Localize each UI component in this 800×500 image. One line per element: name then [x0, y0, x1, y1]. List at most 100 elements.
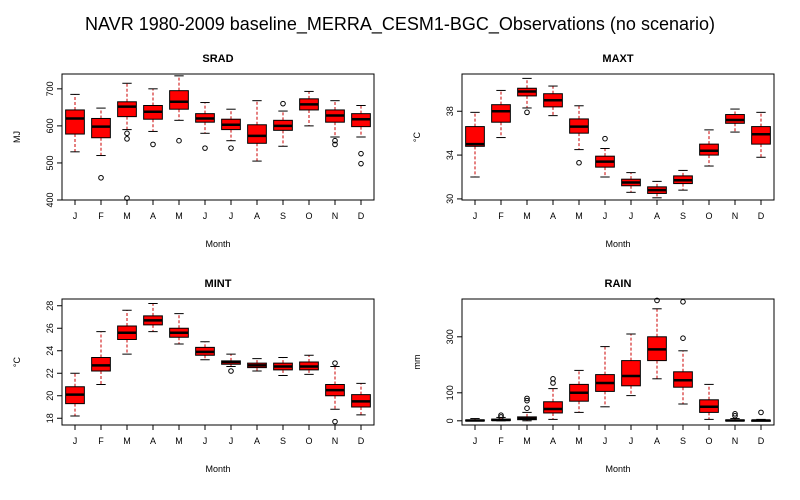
- box-A: [647, 180, 667, 199]
- box-A: [543, 376, 563, 420]
- y-tick-label: 300: [445, 329, 455, 344]
- box-O: [299, 354, 319, 375]
- box-D: [751, 409, 771, 422]
- y-tick-label: 38: [445, 106, 455, 116]
- x-tick-label: J: [229, 211, 234, 221]
- x-axis-label: Month: [205, 464, 230, 474]
- x-tick-label: A: [654, 436, 660, 446]
- outlier-point: [732, 412, 738, 419]
- box-M: [569, 369, 589, 413]
- x-tick-label: S: [680, 436, 686, 446]
- box-F: [491, 89, 511, 139]
- box-J: [195, 102, 215, 151]
- plot-frame: [461, 298, 775, 426]
- x-tick-label: A: [550, 211, 556, 221]
- box-J: [595, 346, 615, 408]
- x-tick-label: F: [498, 211, 504, 221]
- y-tick-label: 34: [445, 150, 455, 160]
- y-tick-label: 700: [45, 81, 55, 96]
- iqr-box: [117, 101, 137, 118]
- box-J: [595, 135, 615, 178]
- y-tick-label: 24: [45, 346, 55, 356]
- box-J: [465, 111, 485, 178]
- x-tick-label: O: [705, 436, 712, 446]
- x-tick-label: A: [550, 436, 556, 446]
- iqr-box: [621, 360, 641, 387]
- x-tick-label: M: [123, 211, 131, 221]
- x-tick-label: J: [73, 211, 78, 221]
- outlier-point: [654, 297, 660, 304]
- outlier-point: [150, 141, 156, 148]
- box-N: [325, 100, 345, 148]
- x-tick-label: J: [603, 211, 608, 221]
- box-M: [169, 313, 189, 345]
- outlier-point: [124, 195, 130, 201]
- box-F: [91, 331, 111, 385]
- outlier-point: [358, 160, 364, 167]
- box-J: [221, 353, 241, 374]
- box-D: [351, 382, 371, 416]
- x-tick-label: D: [358, 211, 365, 221]
- x-tick-label: M: [175, 211, 183, 221]
- box-S: [673, 169, 693, 191]
- box-A: [647, 297, 667, 380]
- y-tick-label: 0: [445, 418, 455, 423]
- x-tick-label: J: [203, 211, 208, 221]
- y-tick-label: 22: [45, 368, 55, 378]
- panel-title: MAXT: [602, 53, 633, 65]
- y-tick-label: 28: [45, 301, 55, 311]
- box-J: [465, 418, 485, 422]
- outlier-point: [732, 411, 738, 417]
- outlier-point: [498, 414, 504, 420]
- x-tick-label: S: [280, 211, 286, 221]
- y-tick-label: 600: [45, 118, 55, 133]
- x-axis-label: Month: [205, 239, 230, 249]
- y-axis-label: MJ: [12, 131, 22, 143]
- x-axis-label: Month: [605, 239, 630, 249]
- box-O: [699, 129, 719, 167]
- y-tick-label: 30: [445, 194, 455, 204]
- x-tick-label: F: [98, 436, 104, 446]
- x-tick-label: F: [98, 211, 104, 221]
- x-tick-label: S: [680, 211, 686, 221]
- box-A: [543, 85, 563, 117]
- x-tick-label: J: [603, 436, 608, 446]
- iqr-box: [491, 104, 511, 123]
- outlier-point: [332, 418, 338, 425]
- outlier-point: [524, 395, 530, 402]
- main-title: NAVR 1980-2009 baseline_MERRA_CESM1-BGC_…: [85, 14, 715, 34]
- outlier-point: [98, 174, 104, 181]
- x-tick-label: A: [254, 211, 260, 221]
- x-tick-label: F: [498, 436, 504, 446]
- x-tick-label: M: [575, 211, 583, 221]
- outlier-point: [524, 397, 530, 404]
- box-M: [117, 82, 137, 201]
- x-tick-label: N: [332, 436, 339, 446]
- panel-title: SRAD: [202, 53, 233, 65]
- box-O: [299, 90, 319, 127]
- box-F: [491, 412, 511, 422]
- x-tick-label: D: [758, 211, 765, 221]
- box-M: [569, 105, 589, 166]
- x-tick-label: M: [523, 436, 531, 446]
- y-tick-label: 500: [45, 155, 55, 170]
- box-D: [751, 111, 771, 158]
- panel-maxt: MAXT 30 34 38 °C J F M A M J J A S O N D Month: [412, 53, 775, 249]
- box-J: [65, 93, 85, 153]
- outlier-point: [228, 368, 234, 374]
- iqr-box: [65, 109, 85, 135]
- box-A: [247, 100, 267, 162]
- x-tick-label: D: [358, 436, 365, 446]
- x-tick-label: N: [332, 211, 339, 221]
- box-J: [195, 341, 215, 361]
- box-S: [673, 299, 693, 405]
- y-axis-label: mm: [412, 355, 422, 370]
- y-tick-label: 400: [45, 192, 55, 207]
- iqr-box: [91, 117, 111, 139]
- box-N: [325, 360, 345, 425]
- box-N: [725, 411, 745, 422]
- box-M: [117, 309, 137, 355]
- outlier-point: [176, 137, 182, 144]
